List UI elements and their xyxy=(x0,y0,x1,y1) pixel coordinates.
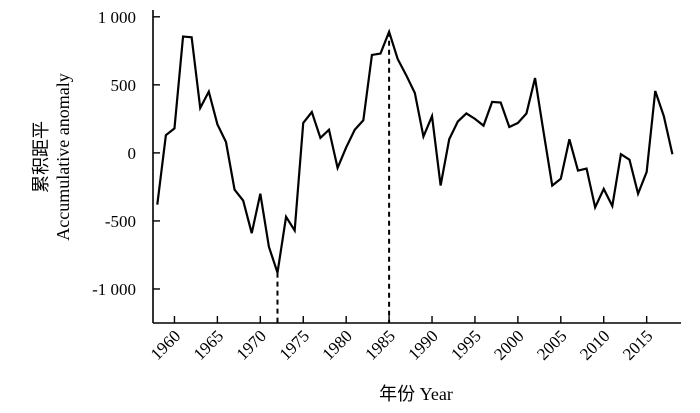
y-tick-label: 1 000 xyxy=(98,8,136,27)
x-tick-label: 2000 xyxy=(490,326,527,363)
x-tick-label: 1990 xyxy=(404,326,441,363)
y-tick-label: -500 xyxy=(105,212,136,231)
y-tick-label: -1 000 xyxy=(92,280,136,299)
x-axis-title: 年份 Year xyxy=(379,384,453,404)
y-axis-title-cn: 累积距平 xyxy=(31,121,51,193)
x-tick-label: 1970 xyxy=(233,326,270,363)
x-tick-label: 1980 xyxy=(319,326,356,363)
y-axis-title-en-group: Accumulative anomaly xyxy=(53,73,73,240)
series-layer xyxy=(156,28,674,273)
y-axis-title-cn-group: 累积距平 xyxy=(31,121,51,193)
x-tick-label: 1965 xyxy=(190,326,227,363)
x-tick-label: 2010 xyxy=(576,326,613,363)
series-line xyxy=(156,28,674,273)
x-tick-label: 1995 xyxy=(447,326,484,363)
y-tick-label: 0 xyxy=(128,144,137,163)
x-tick-label: 2005 xyxy=(533,326,570,363)
reference-lines-layer xyxy=(276,31,391,323)
y-tick-label: 500 xyxy=(111,76,137,95)
x-tick-label: 1985 xyxy=(361,326,398,363)
x-tick-label: 2015 xyxy=(619,326,656,363)
y-axis-title-en: Accumulative anomaly xyxy=(53,73,73,240)
x-tick-label: 1960 xyxy=(147,326,184,363)
x-tick-label: 1975 xyxy=(276,326,313,363)
axes-layer xyxy=(152,10,681,324)
